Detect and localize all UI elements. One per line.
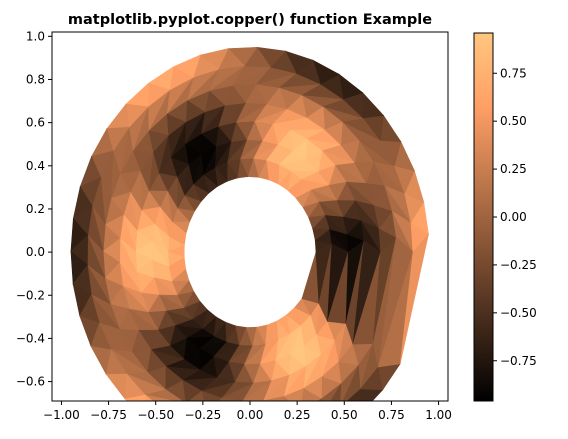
mesh-triangle xyxy=(321,383,342,401)
y-tick-label: 1.0 xyxy=(26,29,45,43)
mesh-triangle xyxy=(399,234,429,364)
mesh-triangle xyxy=(144,394,154,401)
mesh-triangle xyxy=(221,397,243,401)
x-tick-label: 0.50 xyxy=(331,408,358,422)
colorbar-tick-label: 0.25 xyxy=(500,162,527,176)
x-tick-label: −0.75 xyxy=(90,408,127,422)
colorbar-tick-label: −0.50 xyxy=(500,306,537,320)
colorbar-tick-label: −0.75 xyxy=(500,354,537,368)
x-tick-label: 0.00 xyxy=(237,408,264,422)
colorbar-tick-label: 0.75 xyxy=(500,66,527,80)
x-tick-label: −0.25 xyxy=(184,408,221,422)
y-tick-label: −0.4 xyxy=(16,331,45,345)
y-tick-label: −0.2 xyxy=(16,288,45,302)
y-tick-label: 0.8 xyxy=(26,72,45,86)
mesh-triangle xyxy=(145,394,176,401)
chart-title: matplotlib.pyplot.copper() function Exam… xyxy=(68,12,432,28)
tripcolor-mesh xyxy=(70,46,429,401)
y-tick-label: 0.0 xyxy=(26,245,45,259)
mesh-triangle xyxy=(201,390,223,401)
colorbar-tick-label: 0.00 xyxy=(500,210,527,224)
colorbar-tick-label: 0.50 xyxy=(500,114,527,128)
y-tick-label: 0.2 xyxy=(26,202,45,216)
mesh-triangle xyxy=(263,396,285,401)
x-tick-label: −0.50 xyxy=(137,408,174,422)
y-tick-label: 0.6 xyxy=(26,116,45,130)
x-tick-label: 1.00 xyxy=(425,408,452,422)
y-tick-label: 0.4 xyxy=(26,159,45,173)
colorbar-tick-label: −0.25 xyxy=(500,258,537,272)
mesh-triangle xyxy=(316,398,323,401)
x-tick-label: 0.75 xyxy=(378,408,405,422)
x-tick-label: −1.00 xyxy=(43,408,80,422)
mesh-triangle xyxy=(188,390,206,401)
y-tick-label: −0.6 xyxy=(16,375,45,389)
x-tick-label: 0.25 xyxy=(284,408,311,422)
y-axis: −0.6 −0.4 −0.2 0.0 0.2 0.4 0.6 0.8 1.0 xyxy=(16,29,52,389)
colorbar-axis: −0.75 −0.50 −0.25 0.00 0.25 0.50 0.75 xyxy=(493,66,537,368)
x-axis: −1.00 −0.75 −0.50 −0.25 0.00 0.25 0.50 0.75 1.00 xyxy=(43,401,452,422)
mesh-triangle xyxy=(124,394,146,401)
colorbar xyxy=(473,32,494,402)
